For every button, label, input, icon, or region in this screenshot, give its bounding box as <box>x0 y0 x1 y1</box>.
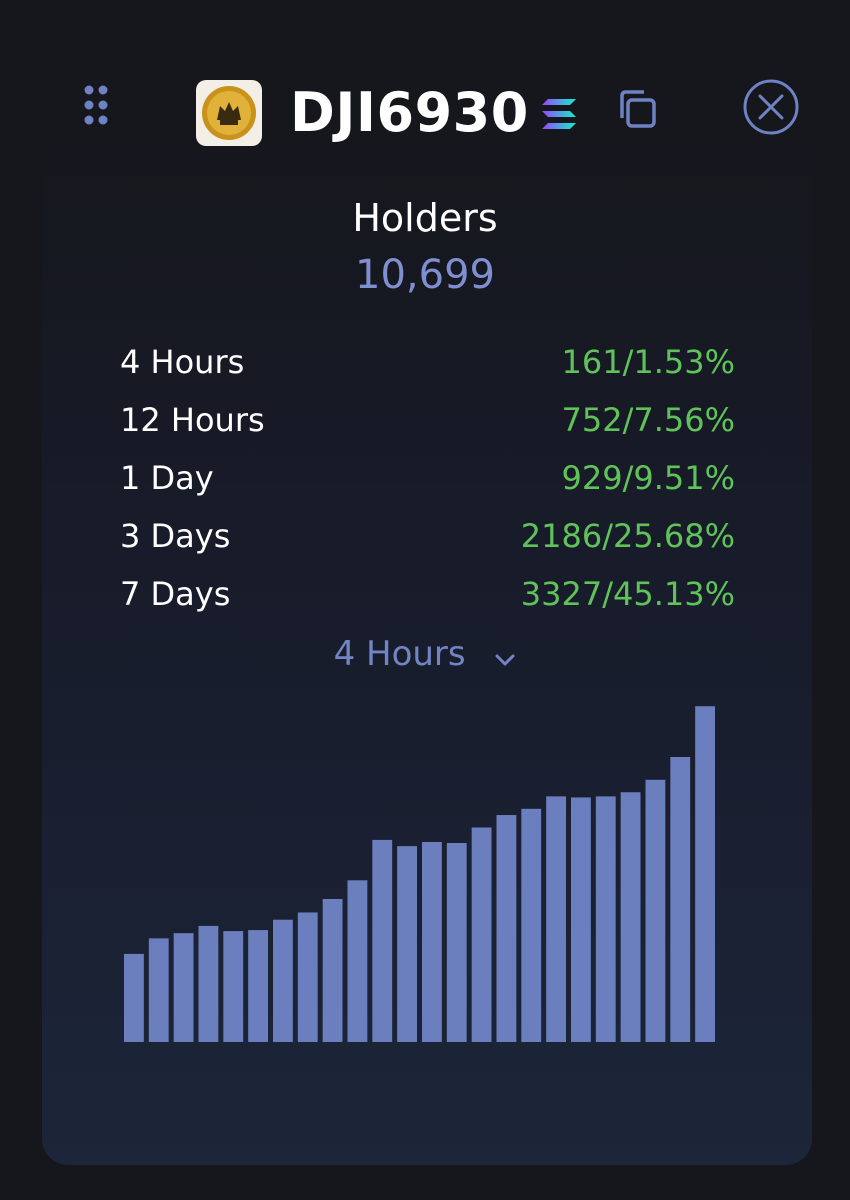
chart-bar <box>546 796 566 1042</box>
chart-bar <box>124 953 144 1042</box>
stat-value: 2186/25.68% <box>520 517 735 555</box>
stat-label: 3 Days <box>120 517 231 555</box>
chart-bar <box>322 898 343 1042</box>
holders-count: 10,699 <box>355 252 495 298</box>
period-dropdown-label: 4 Hours <box>333 634 466 674</box>
chart-bar <box>397 846 417 1042</box>
chart-bar <box>372 839 393 1042</box>
stat-label: 4 Hours <box>120 343 245 381</box>
chart-bar <box>521 808 542 1042</box>
drag-handle-icon[interactable] <box>83 84 111 128</box>
chart-bar <box>347 880 368 1042</box>
chart-bar <box>595 796 616 1042</box>
chart-bar <box>471 827 492 1042</box>
chart-bar <box>198 925 219 1042</box>
chart-bar <box>148 938 169 1042</box>
chart-bar <box>248 930 268 1042</box>
stat-row-7d: 7 Days 3327/45.13% <box>120 565 735 623</box>
stat-label: 7 Days <box>120 575 231 613</box>
chart-bar <box>645 779 666 1042</box>
stat-row-12h: 12 Hours 752/7.56% <box>120 391 735 449</box>
token-name: DJI6930 <box>290 81 529 144</box>
token-logo <box>196 80 262 146</box>
chevron-down-icon <box>494 636 516 676</box>
chart-bar <box>297 912 318 1042</box>
chart-bar <box>670 757 691 1042</box>
stat-value: 161/1.53% <box>561 343 735 381</box>
holders-bar-chart <box>124 706 715 1042</box>
stat-row-4h: 4 Hours 161/1.53% <box>120 333 735 391</box>
stat-row-3d: 3 Days 2186/25.68% <box>120 507 735 565</box>
period-dropdown[interactable]: 4 Hours <box>0 634 850 676</box>
chart-bar <box>422 841 442 1042</box>
stat-value: 752/7.56% <box>561 401 735 439</box>
stat-label: 1 Day <box>120 459 214 497</box>
chart-bar <box>571 797 591 1042</box>
close-icon[interactable] <box>742 78 800 136</box>
chart-bar <box>446 843 467 1042</box>
stat-row-1d: 1 Day 929/9.51% <box>120 449 735 507</box>
chart-bar <box>223 931 244 1042</box>
holders-title: Holders <box>352 196 498 240</box>
stat-label: 12 Hours <box>120 401 265 439</box>
stat-value: 3327/45.13% <box>520 575 735 613</box>
stat-value: 929/9.51% <box>561 459 735 497</box>
chart-bar <box>273 919 293 1042</box>
chart-bar <box>620 792 641 1042</box>
chart-bar <box>695 706 715 1042</box>
chart-bar <box>173 933 194 1042</box>
chart-bar <box>496 815 517 1042</box>
holder-stats-list: 4 Hours 161/1.53% 12 Hours 752/7.56% 1 D… <box>120 333 735 623</box>
solana-icon <box>540 97 578 131</box>
copy-icon[interactable] <box>612 86 660 134</box>
